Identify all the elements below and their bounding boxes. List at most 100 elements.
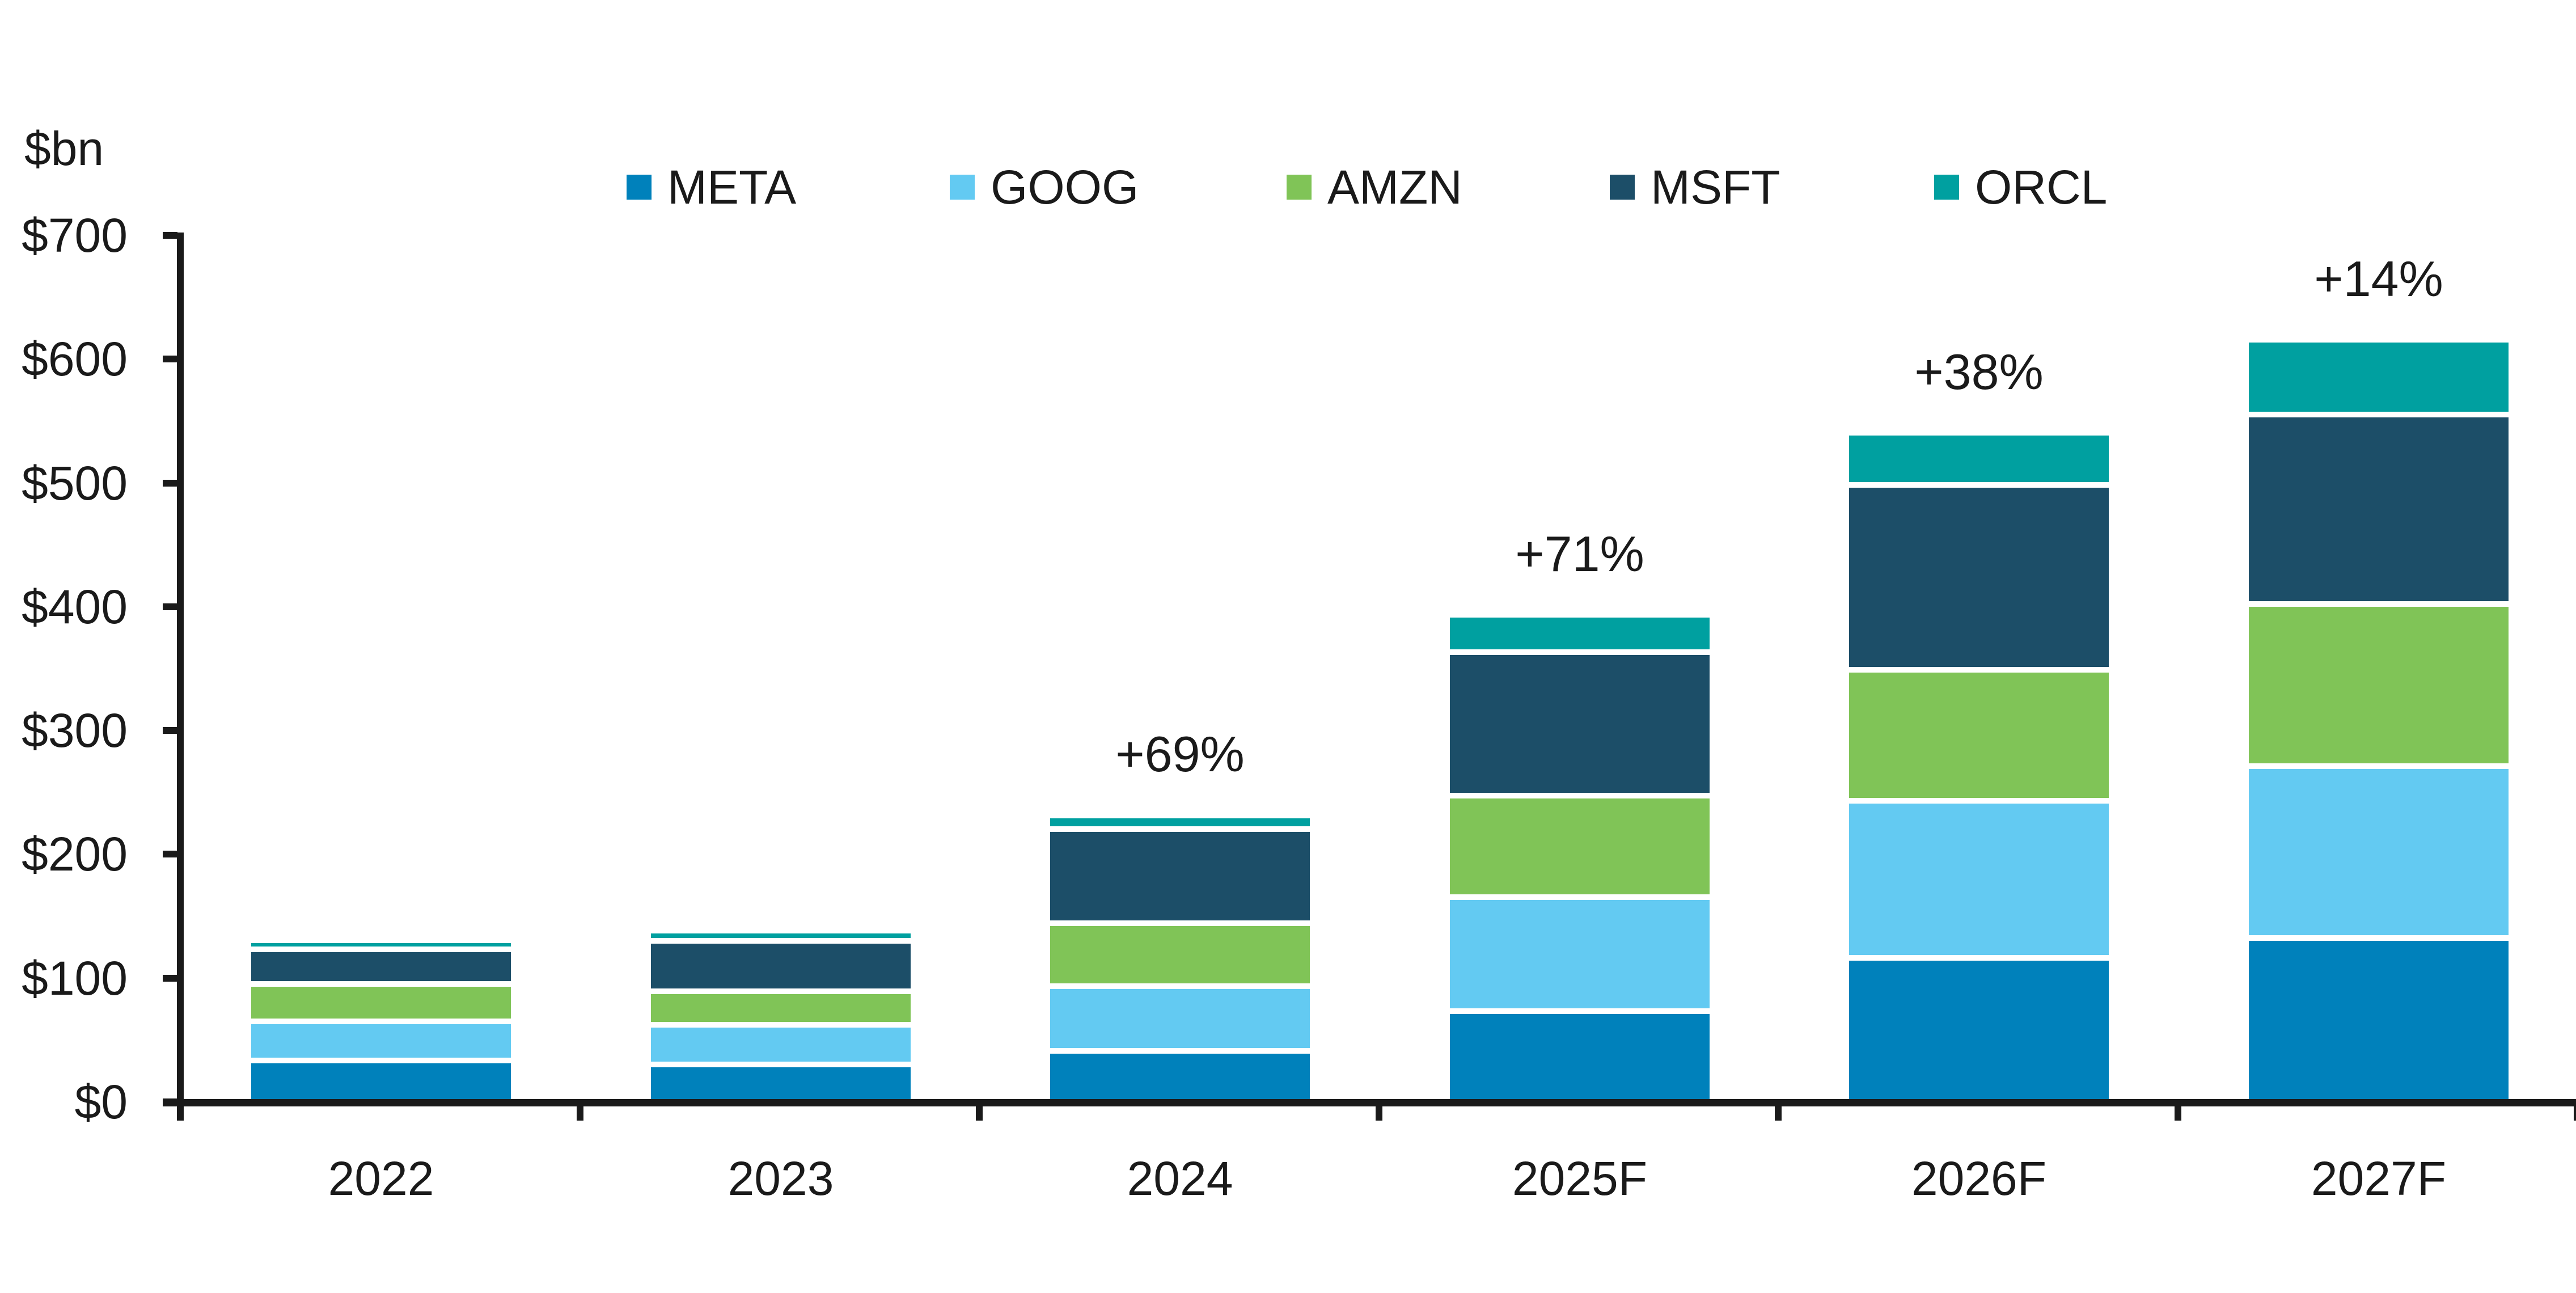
segment-separator bbox=[1849, 955, 2109, 961]
y-axis-unit-label: $bn bbox=[24, 122, 104, 175]
bar-segment-orcl-2022 bbox=[251, 943, 511, 949]
x-label-2024: 2024 bbox=[1127, 1152, 1233, 1205]
bar-segment-amzn-2022 bbox=[251, 984, 511, 1021]
bar-segment-amzn-2027f bbox=[2249, 603, 2509, 766]
annotation-2027f: +14% bbox=[2314, 251, 2443, 307]
legend-label-orcl: ORCL bbox=[1975, 160, 2108, 214]
bar-segment-orcl-2025f bbox=[1450, 617, 1710, 652]
y-tick-400 bbox=[163, 603, 177, 610]
segment-separator bbox=[1450, 1008, 1710, 1014]
x-label-2023: 2023 bbox=[727, 1152, 834, 1205]
x-tick bbox=[976, 1106, 983, 1121]
bar-segment-msft-2022 bbox=[251, 949, 511, 984]
bar-segment-goog-2027f bbox=[2249, 766, 2509, 939]
segment-separator bbox=[2249, 763, 2509, 769]
bar-segment-goog-2026f bbox=[1849, 800, 2109, 958]
segment-separator bbox=[251, 981, 511, 987]
legend-swatch-amzn bbox=[1287, 175, 1312, 200]
legend-item-amzn: AMZN bbox=[1287, 159, 1462, 216]
y-tick-label: $0 bbox=[74, 1075, 128, 1129]
y-tick-label: $700 bbox=[22, 209, 128, 262]
segment-separator bbox=[251, 946, 511, 952]
annotation-2025f: +71% bbox=[1515, 526, 1644, 582]
bar-segment-meta-2027f bbox=[2249, 938, 2509, 1099]
bar-segment-meta-2026f bbox=[1849, 958, 2109, 1099]
x-tick bbox=[2574, 1106, 2576, 1121]
segment-separator bbox=[651, 1061, 911, 1067]
bar-segment-msft-2024 bbox=[1050, 829, 1310, 923]
segment-separator bbox=[1450, 894, 1710, 901]
x-axis-line bbox=[163, 1099, 2576, 1106]
legend-swatch-msft bbox=[1610, 175, 1635, 200]
segment-separator bbox=[1849, 797, 2109, 804]
annotation-2026f: +38% bbox=[1914, 344, 2044, 400]
segment-separator bbox=[2249, 601, 2509, 607]
bar-segment-orcl-2026f bbox=[1849, 436, 2109, 485]
segment-separator bbox=[1450, 793, 1710, 799]
x-label-2026f: 2026F bbox=[1911, 1152, 2047, 1205]
bar-segment-amzn-2023 bbox=[651, 991, 911, 1025]
segment-separator bbox=[1050, 983, 1310, 990]
legend-item-goog: GOOG bbox=[950, 159, 1139, 216]
y-tick-500 bbox=[163, 480, 177, 487]
legend-item-msft: MSFT bbox=[1610, 159, 1780, 216]
y-tick-label: $200 bbox=[22, 827, 128, 881]
segment-separator bbox=[651, 937, 911, 944]
bar-segment-meta-2023 bbox=[651, 1064, 911, 1099]
bar-segment-meta-2025f bbox=[1450, 1011, 1710, 1099]
x-label-2027f: 2027F bbox=[2311, 1152, 2447, 1205]
bar-segment-orcl-2027f bbox=[2249, 343, 2509, 415]
legend-label-msft: MSFT bbox=[1651, 160, 1780, 214]
y-tick-label: $600 bbox=[22, 332, 128, 386]
bar-segment-goog-2024 bbox=[1050, 986, 1310, 1051]
y-tick-label: $400 bbox=[22, 580, 128, 633]
segment-separator bbox=[651, 988, 911, 995]
bar-segment-goog-2025f bbox=[1450, 897, 1710, 1011]
bar-segment-msft-2023 bbox=[651, 940, 911, 992]
segment-separator bbox=[1050, 920, 1310, 926]
legend-label-meta: META bbox=[667, 160, 797, 214]
segment-separator bbox=[2249, 935, 2509, 941]
y-tick-600 bbox=[163, 356, 177, 362]
segment-separator bbox=[251, 1058, 511, 1064]
x-label-2025f: 2025F bbox=[1512, 1152, 1648, 1205]
bar-segment-msft-2025f bbox=[1450, 652, 1710, 796]
segment-separator bbox=[1050, 1047, 1310, 1054]
y-axis-line bbox=[177, 233, 184, 1106]
y-tick-100 bbox=[163, 975, 177, 982]
segment-separator bbox=[2249, 411, 2509, 417]
legend-swatch-orcl bbox=[1934, 175, 1959, 200]
bar-segment-amzn-2026f bbox=[1849, 669, 2109, 801]
bar-segment-amzn-2024 bbox=[1050, 923, 1310, 987]
x-tick bbox=[1775, 1106, 1782, 1121]
segment-separator bbox=[1050, 826, 1310, 833]
annotation-2024: +69% bbox=[1115, 726, 1245, 782]
x-tick bbox=[1376, 1106, 1382, 1121]
legend-item-orcl: ORCL bbox=[1934, 159, 2107, 216]
legend-label-amzn: AMZN bbox=[1327, 160, 1462, 214]
segment-separator bbox=[251, 1018, 511, 1024]
bar-segment-goog-2023 bbox=[651, 1025, 911, 1064]
y-tick-200 bbox=[163, 851, 177, 857]
y-tick-0 bbox=[163, 1098, 177, 1105]
bar-segment-meta-2022 bbox=[251, 1060, 511, 1099]
bar-segment-meta-2024 bbox=[1050, 1050, 1310, 1099]
segment-separator bbox=[1450, 649, 1710, 655]
legend-item-meta: META bbox=[627, 159, 796, 216]
segment-separator bbox=[1849, 666, 2109, 673]
bar-segment-msft-2027f bbox=[2249, 414, 2509, 604]
bar-segment-msft-2026f bbox=[1849, 485, 2109, 670]
x-tick bbox=[577, 1106, 583, 1121]
bar-segment-amzn-2025f bbox=[1450, 796, 1710, 898]
legend-swatch-goog bbox=[950, 175, 975, 200]
y-tick-label: $100 bbox=[22, 952, 128, 1005]
bar-segment-goog-2022 bbox=[251, 1021, 511, 1061]
y-tick-700 bbox=[163, 232, 177, 239]
segment-separator bbox=[651, 1022, 911, 1028]
x-tick bbox=[177, 1106, 184, 1121]
y-tick-label: $300 bbox=[22, 704, 128, 757]
legend-label-goog: GOOG bbox=[991, 160, 1139, 214]
y-tick-label: $500 bbox=[22, 457, 128, 510]
y-tick-300 bbox=[163, 727, 177, 734]
legend-swatch-meta bbox=[627, 175, 652, 200]
